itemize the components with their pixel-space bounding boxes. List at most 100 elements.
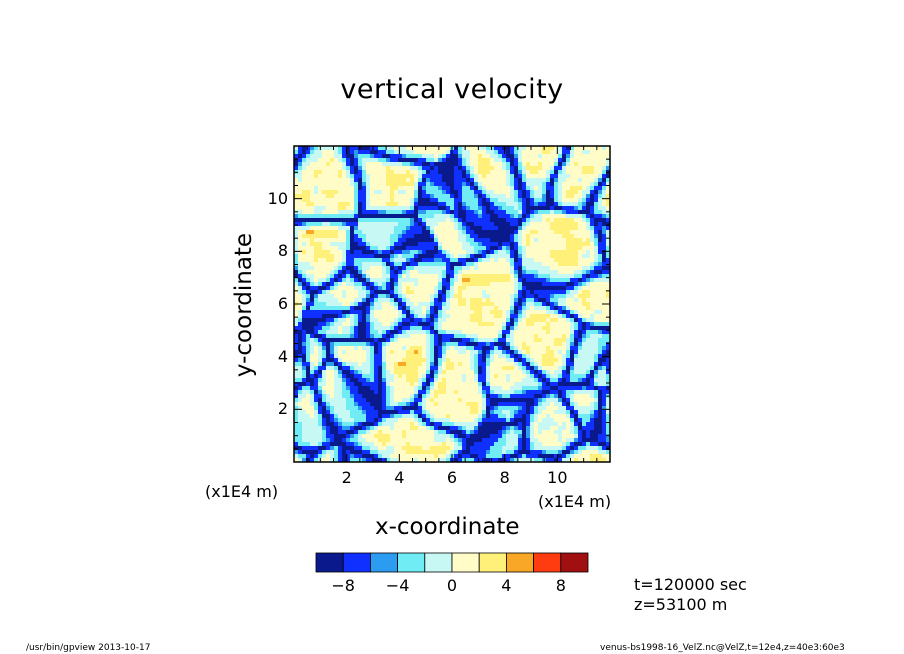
field-cell	[598, 234, 603, 239]
field-cell	[394, 334, 399, 339]
field-cell	[314, 410, 319, 415]
field-cell	[422, 394, 427, 399]
field-cell	[314, 170, 323, 175]
field-cell	[578, 282, 583, 287]
field-cell	[498, 250, 507, 255]
field-cell	[586, 334, 591, 339]
field-cell	[322, 370, 327, 375]
field-cell	[522, 414, 527, 419]
field-cell	[434, 378, 439, 383]
field-cell	[510, 430, 515, 435]
field-cell	[598, 354, 603, 359]
field-cell	[486, 186, 511, 191]
field-cell	[430, 166, 435, 171]
field-cell	[442, 210, 447, 215]
field-cell	[566, 454, 571, 459]
field-cell	[486, 254, 491, 259]
field-cell	[582, 186, 587, 191]
field-cell	[370, 278, 387, 283]
field-cell	[510, 294, 515, 299]
field-cell	[366, 162, 383, 167]
field-cell	[342, 322, 351, 327]
field-cell	[534, 410, 539, 415]
field-cell	[346, 442, 355, 447]
field-cell	[506, 162, 511, 167]
field-cell	[554, 178, 559, 183]
field-cell	[510, 174, 515, 179]
field-cell	[354, 334, 359, 339]
field-cell	[494, 258, 499, 263]
field-cell	[378, 390, 383, 395]
field-cell	[506, 218, 519, 223]
field-cell	[586, 374, 591, 379]
field-cell	[454, 422, 479, 427]
field-cell	[602, 238, 607, 243]
field-cell	[334, 422, 339, 427]
field-cell	[402, 262, 407, 267]
field-cell	[606, 426, 610, 431]
field-cell	[426, 226, 431, 231]
field-cell	[506, 434, 519, 439]
field-cell	[394, 302, 399, 307]
field-cell	[370, 358, 375, 363]
field-cell	[306, 370, 311, 375]
field-cell	[350, 326, 355, 331]
field-cell	[498, 206, 503, 211]
field-cell	[514, 150, 519, 155]
field-cell	[602, 226, 607, 231]
field-cell	[490, 402, 499, 407]
field-cell	[314, 146, 319, 151]
field-cell	[554, 182, 559, 187]
colorbar-swatch	[505, 552, 534, 573]
field-cell	[398, 294, 403, 299]
field-cell	[518, 218, 523, 223]
field-cell	[582, 450, 599, 455]
field-cell	[606, 374, 610, 379]
field-cell	[370, 326, 375, 331]
field-cell	[542, 418, 555, 423]
field-cell	[422, 350, 427, 355]
field-cell	[422, 178, 427, 183]
field-cell	[330, 442, 347, 447]
field-cell	[586, 378, 591, 383]
field-cell	[306, 166, 343, 171]
field-cell	[398, 338, 427, 343]
field-cell	[494, 306, 499, 311]
field-cell	[414, 386, 419, 391]
field-cell	[534, 306, 547, 311]
field-cell	[354, 446, 363, 451]
field-cell	[298, 382, 307, 387]
field-cell	[554, 302, 559, 307]
field-cell	[562, 446, 567, 451]
field-cell	[590, 278, 595, 283]
field-cell	[354, 210, 359, 215]
field-cell	[298, 410, 307, 415]
field-cell	[422, 410, 427, 415]
field-cell	[526, 426, 531, 431]
field-cell	[598, 202, 603, 207]
field-cell	[358, 178, 363, 183]
field-cell	[346, 206, 355, 211]
field-cell	[326, 282, 331, 287]
field-cell	[442, 350, 447, 355]
field-cell	[566, 398, 571, 403]
field-cell	[378, 246, 387, 251]
field-cell	[354, 194, 359, 199]
field-cell	[414, 394, 419, 399]
field-cell	[490, 450, 503, 455]
field-cell	[354, 346, 359, 351]
field-cell	[482, 198, 487, 203]
field-cell	[450, 190, 459, 195]
field-cell	[338, 234, 347, 239]
field-cell	[350, 302, 355, 307]
field-cell	[350, 246, 367, 251]
field-cell	[442, 322, 479, 327]
field-cell	[454, 202, 459, 207]
field-cell	[322, 246, 339, 251]
field-cell	[414, 222, 419, 227]
field-cell	[342, 378, 347, 383]
field-cell	[522, 290, 527, 295]
field-cell	[458, 454, 463, 459]
field-cell	[354, 234, 359, 239]
field-cell	[546, 330, 551, 335]
